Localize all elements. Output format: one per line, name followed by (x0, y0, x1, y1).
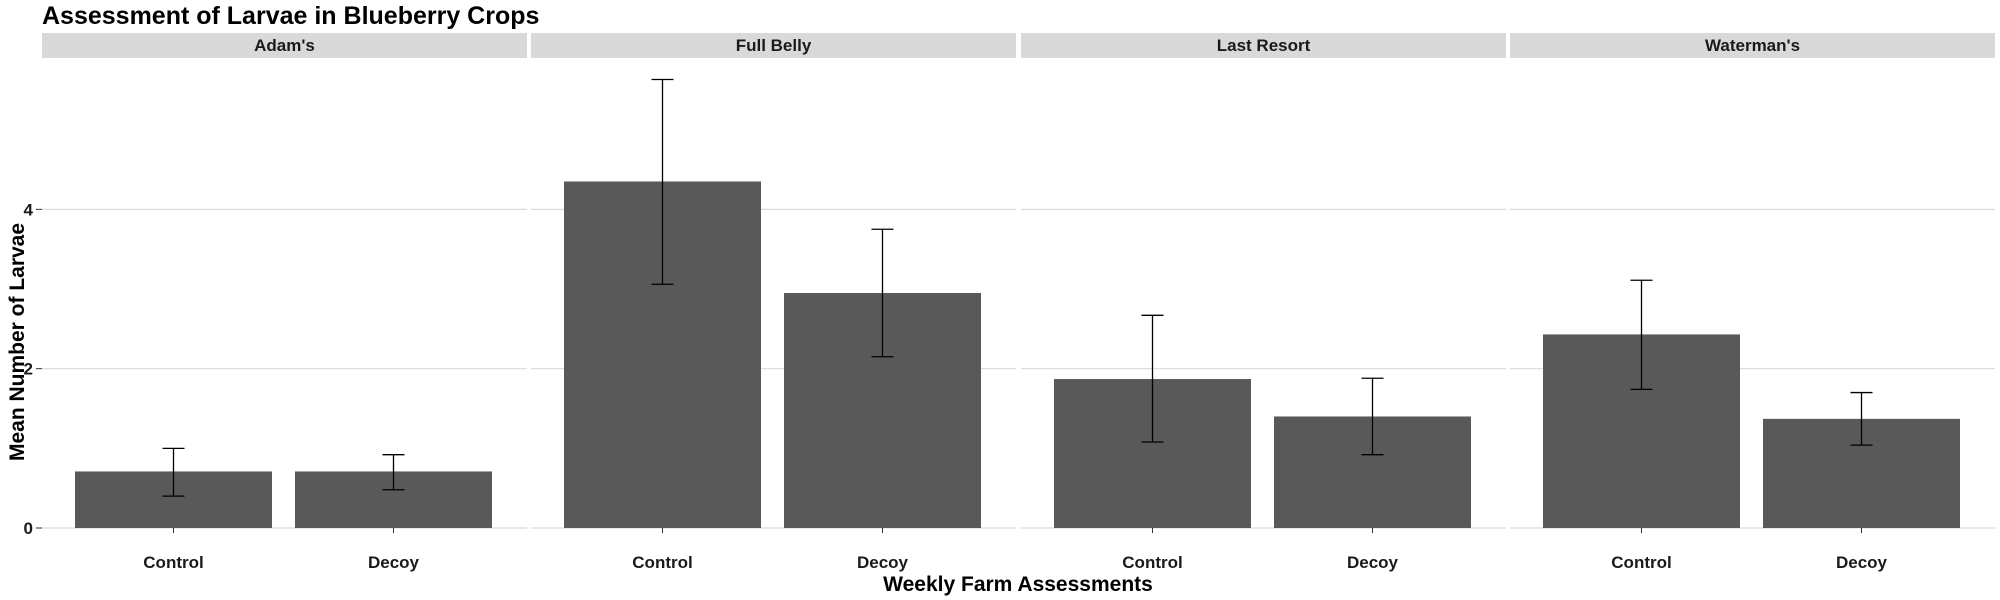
y-axis-title: Mean Number of Larvae (6, 223, 29, 461)
y-tick-label: 4 (24, 200, 34, 219)
facet-panel: Waterman's Control Decoy (1510, 33, 1995, 572)
facet-strip (1510, 33, 1995, 58)
facet-strip (1021, 33, 1506, 58)
facet-panels: Adam's Control Decoy Full Belly Control Decoy… (42, 33, 1995, 572)
x-tick-label: Control (143, 553, 203, 572)
facet-strip (531, 33, 1016, 58)
facet-strip (42, 33, 527, 58)
x-axis-title: Weekly Farm Assessments (883, 573, 1153, 596)
facet-strip-label: Last Resort (1217, 36, 1311, 55)
facet-strip-label: Waterman's (1705, 36, 1800, 55)
facet-panel: Full Belly Control Decoy (531, 33, 1016, 572)
chart-title: Assessment of Larvae in Blueberry Crops (42, 2, 539, 30)
y-tick-label: 0 (24, 519, 33, 538)
x-tick-label: Decoy (857, 553, 909, 572)
x-tick-label: Decoy (368, 553, 420, 572)
x-tick-label: Decoy (1836, 553, 1888, 572)
x-tick-label: Decoy (1347, 553, 1399, 572)
y-axis: 0 2 4 (24, 200, 42, 538)
facet-strip-label: Adam's (254, 36, 315, 55)
x-tick-label: Control (632, 553, 692, 572)
y-tick-label: 2 (24, 360, 33, 379)
facet-panel: Adam's Control Decoy (42, 33, 527, 572)
x-tick-label: Control (1122, 553, 1182, 572)
x-tick-label: Control (1611, 553, 1671, 572)
facet-strip-label: Full Belly (736, 36, 812, 55)
facet-panel: Last Resort Control Decoy (1021, 33, 1506, 572)
